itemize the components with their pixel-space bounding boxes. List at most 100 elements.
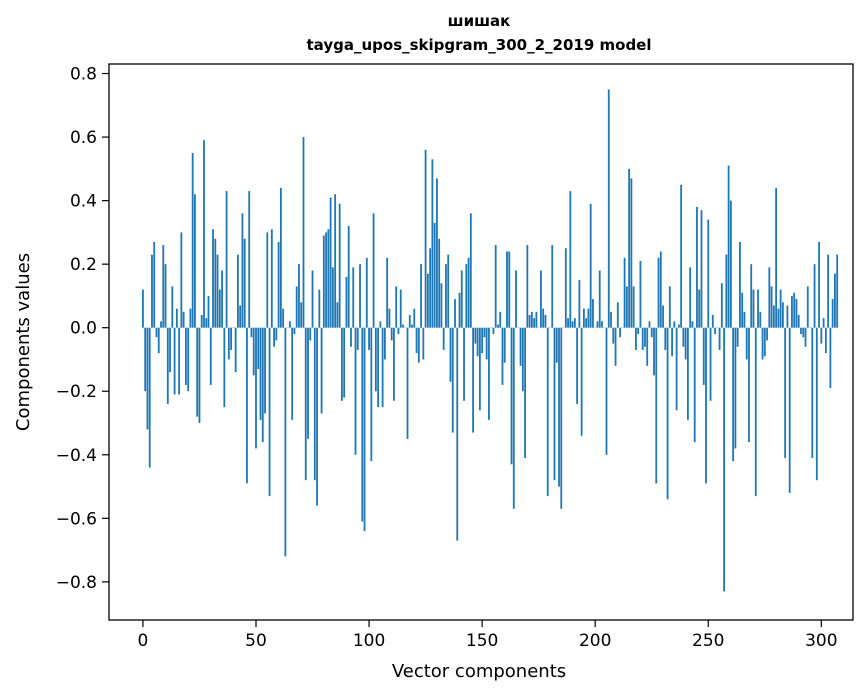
x-tick-label: 300 [805, 631, 837, 651]
bar-88 [341, 327, 343, 401]
bar-86 [336, 302, 339, 328]
bar-111 [393, 327, 395, 401]
bar-275 [763, 327, 766, 357]
bar-262 [734, 327, 737, 449]
bar-263 [736, 327, 739, 347]
bar-34 [218, 289, 221, 328]
bar-202 [598, 270, 601, 328]
bar-296 [811, 327, 814, 458]
bar-173 [533, 318, 536, 328]
bar-74 [309, 327, 312, 341]
bar-117 [406, 327, 409, 439]
bar-106 [381, 327, 384, 408]
bar-259 [727, 165, 730, 328]
bar-233 [668, 286, 671, 328]
bar-199 [592, 299, 594, 328]
bar-189 [569, 191, 572, 328]
bar-120 [413, 308, 416, 328]
bar-304 [829, 327, 832, 389]
bar-297 [813, 264, 816, 328]
y-tick: 0.0 [70, 319, 109, 339]
y-tick: 0.8 [70, 65, 109, 85]
x-tick-label: 100 [353, 631, 385, 651]
bar-236 [675, 327, 678, 411]
bar-288 [793, 292, 796, 328]
bar-229 [659, 251, 662, 328]
bar-81 [325, 232, 327, 328]
y-tick-label: 0.0 [70, 319, 97, 339]
bar-80 [322, 235, 325, 328]
bar-3 [148, 327, 151, 468]
bar-23 [194, 194, 196, 328]
chart-title-word: шишак [448, 12, 511, 30]
bar-45 [243, 238, 246, 328]
x-tick: 0 [138, 620, 148, 651]
y-tick-label: −0.2 [56, 382, 97, 402]
bar-239 [682, 327, 685, 347]
bar-291 [800, 327, 802, 335]
y-tick-label: −0.4 [56, 446, 97, 466]
bar-94 [354, 327, 357, 455]
bars-group [142, 89, 839, 592]
bar-217 [632, 286, 635, 328]
bar-8 [160, 321, 162, 328]
bar-130 [436, 178, 438, 328]
bar-53 [261, 327, 264, 443]
bar-70 [300, 302, 303, 328]
bar-67 [293, 327, 296, 335]
x-tick-label: 250 [692, 631, 724, 651]
bar-51 [257, 327, 260, 369]
bar-96 [359, 264, 361, 328]
x-tick-label: 50 [245, 631, 267, 651]
bar-99 [365, 257, 368, 328]
bar-203 [601, 321, 603, 328]
bar-32 [214, 238, 217, 328]
bar-249 [705, 327, 707, 484]
bar-49 [252, 327, 255, 376]
y-tick: −0.6 [56, 509, 109, 529]
y-axis: −0.8 −0.6 −0.4 −0.2 0.0 0.2 0.4 0.6 0.8 [56, 65, 109, 593]
bar-235 [673, 321, 676, 328]
bar-59 [275, 327, 278, 341]
bar-119 [411, 324, 413, 328]
bar-124 [422, 327, 425, 360]
bar-12 [169, 327, 171, 373]
bar-39 [230, 327, 233, 350]
bar-209 [614, 327, 617, 366]
bar-277 [768, 267, 771, 328]
bar-285 [786, 305, 789, 328]
bar-109 [388, 308, 391, 328]
bar-153 [488, 327, 490, 420]
bar-84 [331, 267, 334, 328]
bar-37 [225, 191, 228, 328]
bar-260 [729, 200, 732, 328]
bar-26 [200, 314, 203, 328]
bar-48 [250, 327, 253, 338]
bar-268 [748, 327, 750, 443]
bar-284 [784, 327, 787, 458]
bar-75 [311, 270, 314, 328]
bar-35 [221, 270, 223, 328]
bar-139 [456, 327, 459, 541]
bar-89 [343, 327, 346, 398]
x-tick: 300 [805, 620, 838, 651]
bar-123 [420, 264, 422, 328]
bar-181 [551, 245, 554, 328]
bar-72 [304, 327, 307, 481]
bar-82 [327, 229, 330, 328]
bar-299 [818, 241, 820, 328]
bar-231 [664, 327, 667, 350]
bar-174 [535, 311, 538, 328]
bar-224 [648, 321, 651, 328]
bar-149 [478, 327, 481, 411]
bar-5 [153, 241, 156, 328]
bar-77 [316, 327, 318, 506]
bar-164 [512, 327, 515, 509]
bar-102 [372, 213, 375, 328]
bar-242 [689, 267, 692, 328]
bar-36 [223, 327, 226, 408]
bar-163 [510, 327, 513, 465]
bar-190 [571, 321, 574, 328]
y-tick-label: 0.6 [70, 128, 97, 148]
bar-150 [481, 327, 484, 354]
